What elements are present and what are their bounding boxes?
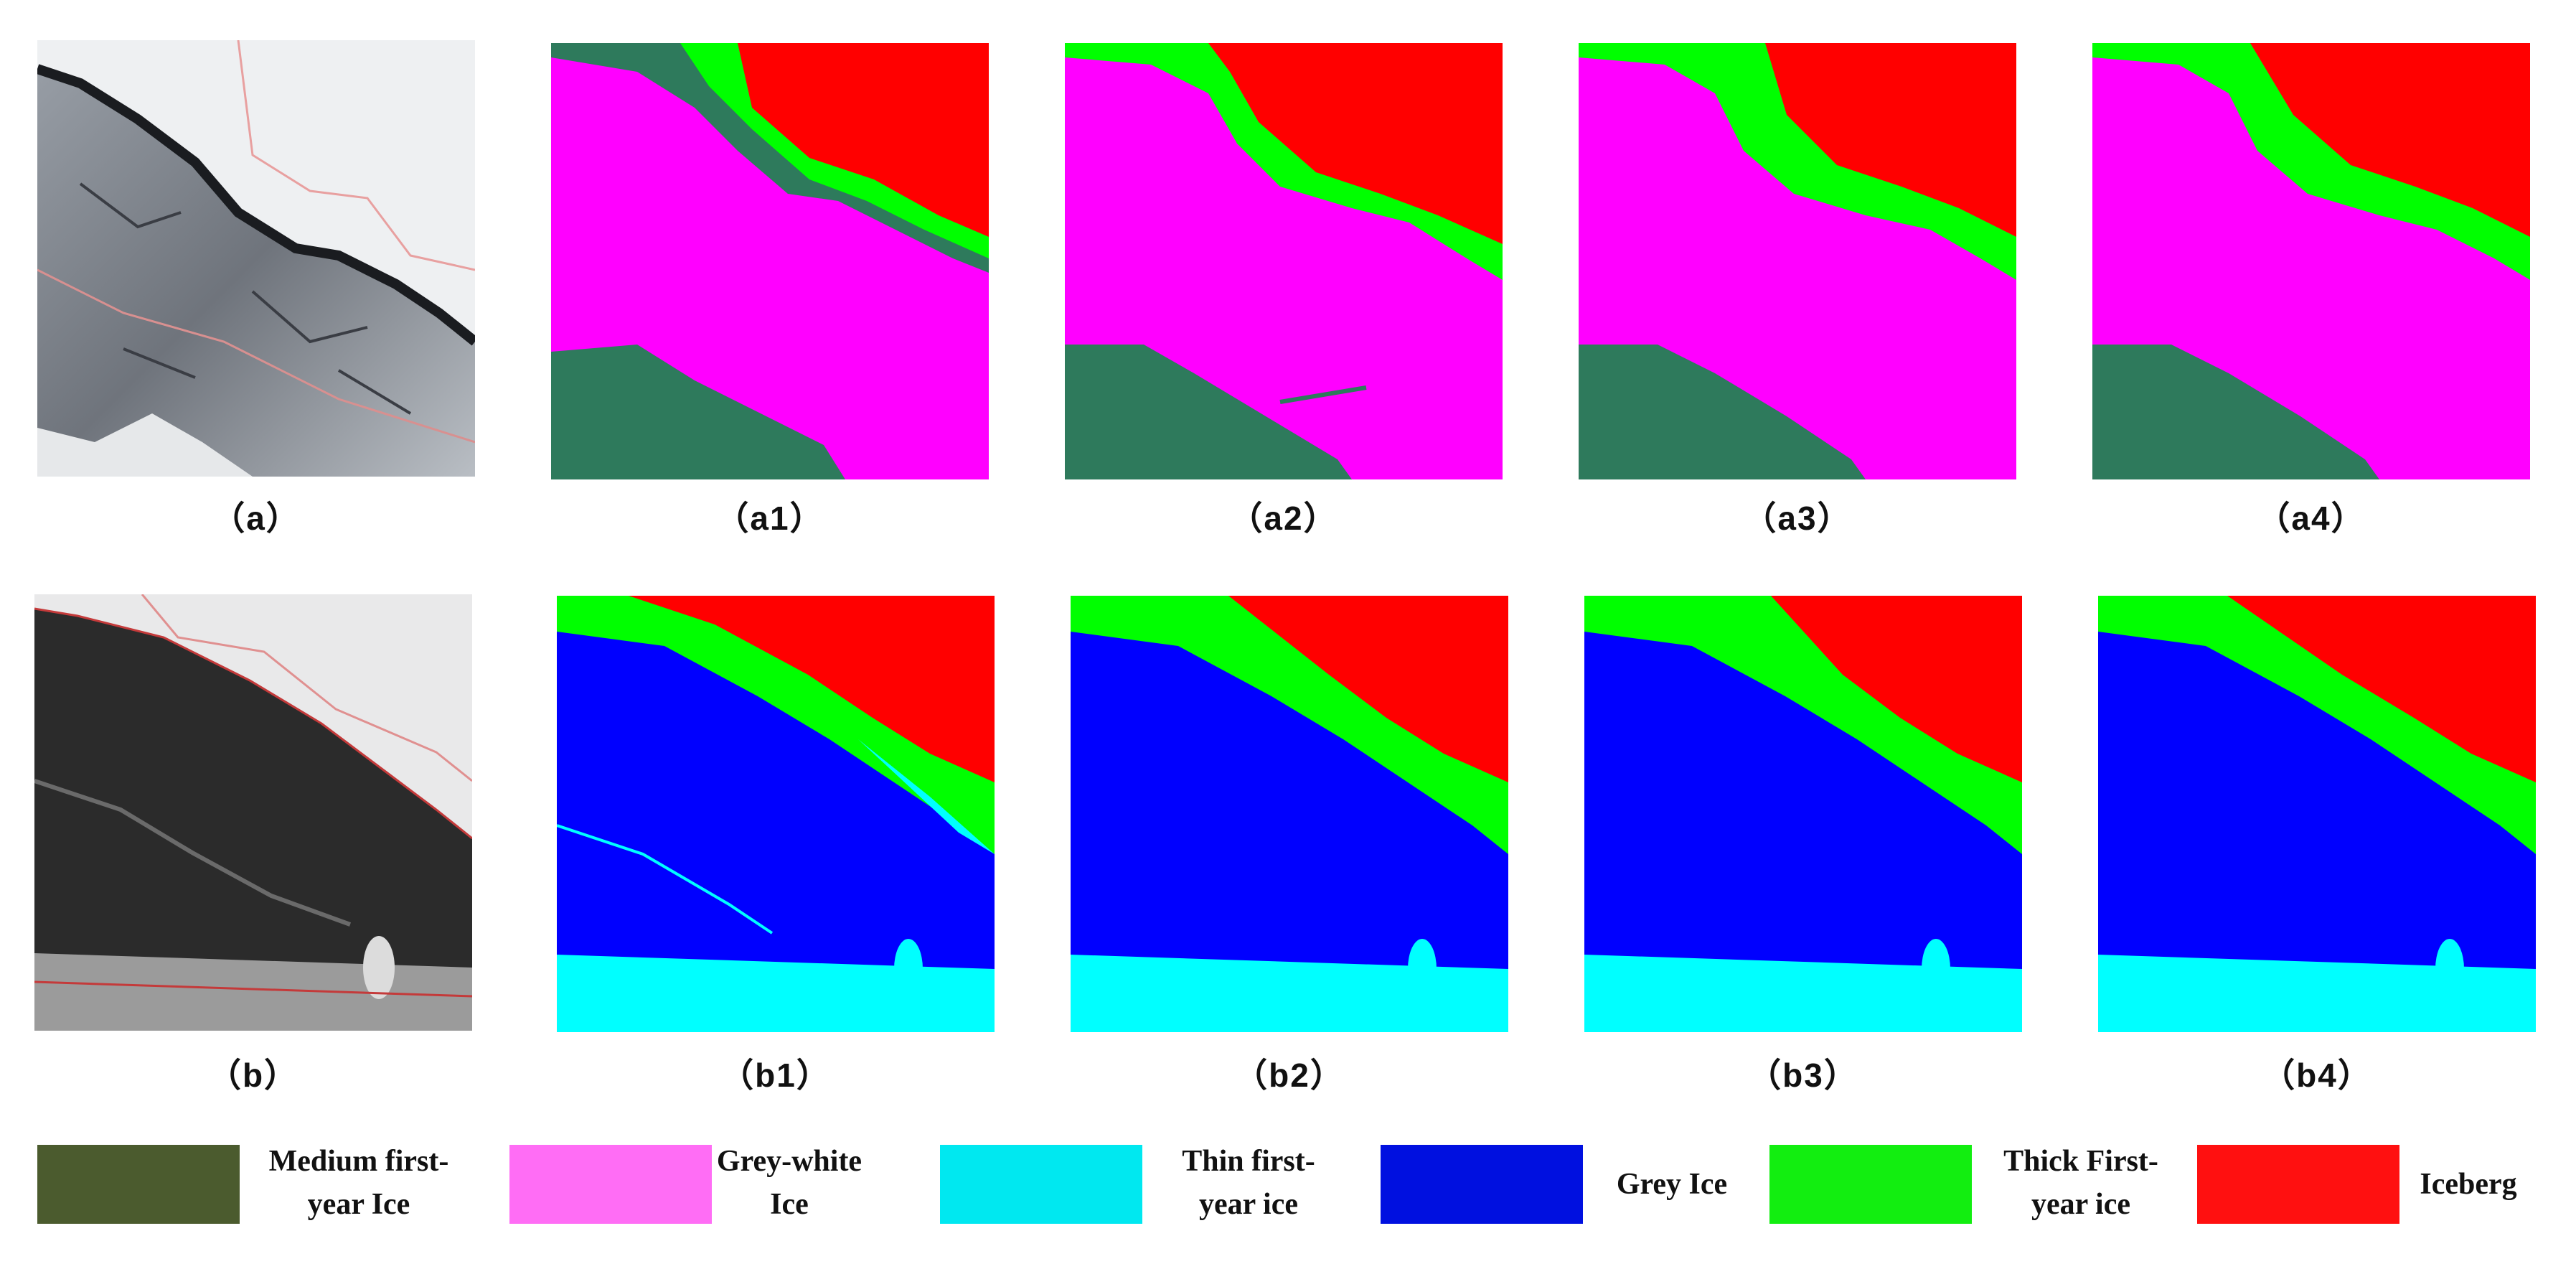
legend-swatch-thick-first-year-ice [1769, 1145, 1972, 1224]
panel-b1-classification [557, 596, 995, 1032]
caption-a1: （a1） [715, 500, 824, 537]
caption-b3: （b3） [1748, 1057, 1858, 1094]
panel-b4-classification [2098, 596, 2536, 1032]
legend-label-grey-white-ice: Grey-white Ice [716, 1145, 862, 1221]
caption-a2: （a2） [1229, 500, 1338, 537]
legend-swatch-medium-first-year-ice [37, 1145, 240, 1224]
panel-a1-classification [551, 43, 989, 479]
caption-b: （b） [207, 1057, 299, 1094]
caption-b4: （b4） [2262, 1057, 2372, 1094]
caption-b1: （b1） [720, 1057, 831, 1094]
legend-label-thin-first-year-ice: Thin first- year ice [1182, 1145, 1315, 1221]
caption-a4: （a4） [2257, 500, 2366, 537]
legend-swatch-grey-ice [1381, 1145, 1583, 1224]
caption-a3: （a3） [1743, 500, 1852, 537]
legend-label-thick-first-year-ice: Thick First- year ice [2003, 1145, 2158, 1221]
panel-a3-classification [1579, 43, 2016, 479]
caption-a: （a） [212, 500, 301, 537]
legend-swatch-iceberg [2197, 1145, 2399, 1224]
legend-label-medium-first-year-ice: Medium first- year Ice [268, 1145, 449, 1221]
legend-swatch-thin-first-year-ice [940, 1145, 1142, 1224]
legend-swatch-grey-white-ice [509, 1145, 712, 1224]
panel-a4-classification [2092, 43, 2530, 479]
panel-a-optical-image [37, 40, 475, 477]
legend-label-iceberg: Iceberg [2420, 1168, 2517, 1201]
panel-b3-classification [1584, 596, 2022, 1032]
caption-b2: （b2） [1234, 1057, 1345, 1094]
panel-b-sar-image [34, 594, 472, 1031]
legend-label-grey-ice: Grey Ice [1616, 1168, 1728, 1201]
panel-a2-classification [1065, 43, 1503, 479]
panel-b2-classification [1071, 596, 1508, 1032]
